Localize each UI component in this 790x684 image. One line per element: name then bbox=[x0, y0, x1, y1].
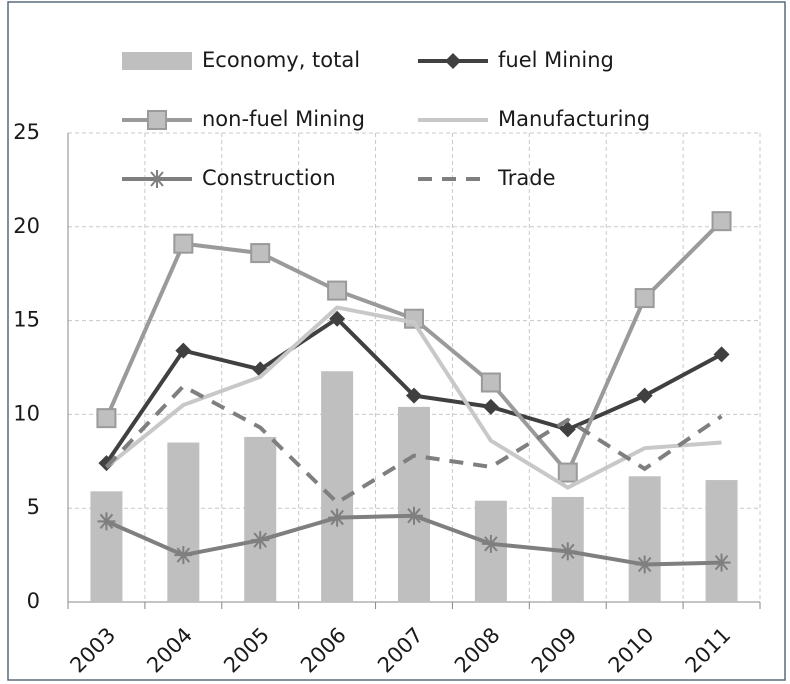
marker bbox=[482, 398, 499, 415]
bar bbox=[167, 442, 200, 602]
y-tick-label: 10 bbox=[13, 401, 40, 425]
marker bbox=[636, 387, 653, 404]
marker bbox=[557, 462, 578, 483]
marker bbox=[634, 288, 655, 309]
marker bbox=[328, 508, 347, 527]
x-tick-label: 2008 bbox=[450, 623, 505, 678]
legend-label: Construction bbox=[202, 166, 336, 190]
x-tick-label: 2006 bbox=[296, 623, 351, 678]
marker bbox=[173, 233, 194, 254]
marker bbox=[712, 553, 731, 572]
marker bbox=[251, 531, 270, 550]
x-tick-label: 2005 bbox=[219, 623, 274, 678]
y-tick-label: 25 bbox=[13, 120, 40, 144]
marker bbox=[480, 372, 501, 393]
plot bbox=[90, 211, 738, 602]
marker bbox=[406, 387, 422, 404]
marker bbox=[174, 546, 193, 565]
marker bbox=[175, 342, 192, 359]
x-tick-label: 2010 bbox=[604, 623, 659, 678]
line bbox=[104, 383, 723, 506]
line bbox=[105, 305, 722, 490]
x-tick-label: 2011 bbox=[681, 623, 736, 678]
bar bbox=[628, 476, 661, 602]
bar bbox=[90, 491, 123, 602]
marker bbox=[329, 310, 346, 327]
legend-label: non-fuel Mining bbox=[202, 107, 365, 131]
marker bbox=[148, 170, 166, 188]
marker bbox=[147, 110, 167, 130]
marker bbox=[97, 512, 116, 531]
legend-label: fuel Mining bbox=[498, 48, 614, 72]
marker bbox=[327, 280, 348, 301]
x-tick-label: 2009 bbox=[527, 623, 582, 678]
bar bbox=[398, 406, 430, 602]
bar bbox=[244, 436, 277, 602]
legend-label: Economy, total bbox=[202, 48, 360, 72]
marker bbox=[559, 421, 576, 438]
y-tick-label: 0 bbox=[27, 589, 40, 613]
marker bbox=[250, 243, 271, 264]
legend: Economy, total fuel Mining non-fuel Mining… bbox=[122, 48, 650, 190]
legend-label: Manufacturing bbox=[498, 107, 650, 131]
marker bbox=[481, 534, 500, 553]
x-tick-label: 2004 bbox=[142, 623, 197, 678]
y-tick-label: 15 bbox=[13, 308, 40, 332]
marker bbox=[635, 555, 654, 574]
bar bbox=[321, 371, 354, 602]
marker bbox=[711, 211, 732, 232]
x-tick-label: 2007 bbox=[373, 623, 428, 678]
y-tick-label: 20 bbox=[13, 214, 40, 238]
bar bbox=[705, 480, 738, 602]
marker bbox=[713, 346, 730, 363]
marker bbox=[445, 53, 461, 69]
marker bbox=[558, 542, 577, 561]
frame bbox=[7, 1, 786, 681]
x-tick-label: 2003 bbox=[65, 623, 120, 678]
y-tick-label: 5 bbox=[27, 495, 40, 519]
legend-swatch bbox=[122, 52, 192, 70]
marker bbox=[405, 506, 423, 525]
marker bbox=[96, 408, 117, 429]
marker bbox=[98, 455, 115, 472]
legend-label: Trade bbox=[497, 166, 556, 190]
